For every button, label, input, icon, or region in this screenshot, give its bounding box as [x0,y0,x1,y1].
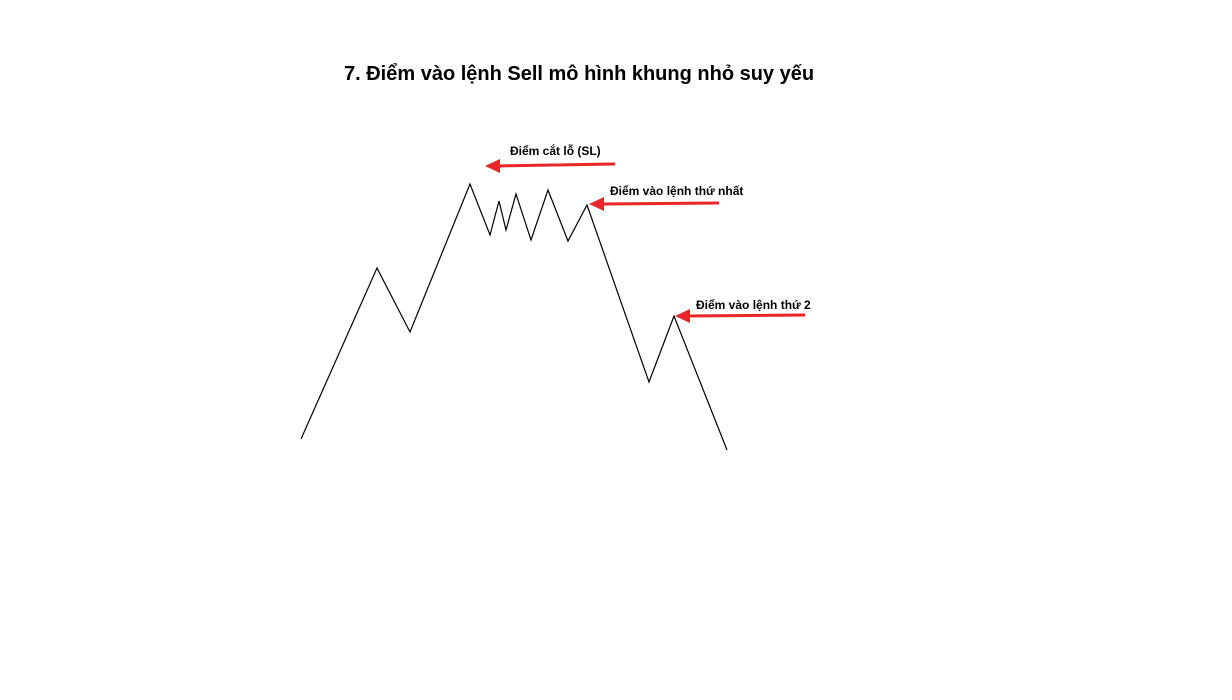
price-line [300,182,728,451]
entry-1-arrow [589,197,720,211]
diagram-title: 7. Điểm vào lệnh Sell mô hình khung nhỏ … [344,63,815,85]
stop-loss-arrow [485,159,616,173]
entry-2-label: Điểm vào lệnh thứ 2 [696,298,811,312]
entry-1-label: Điểm vào lệnh thứ nhất [610,184,744,198]
entry-2-arrow [675,309,806,323]
stop-loss-label: Điểm cắt lỗ (SL) [510,144,601,158]
